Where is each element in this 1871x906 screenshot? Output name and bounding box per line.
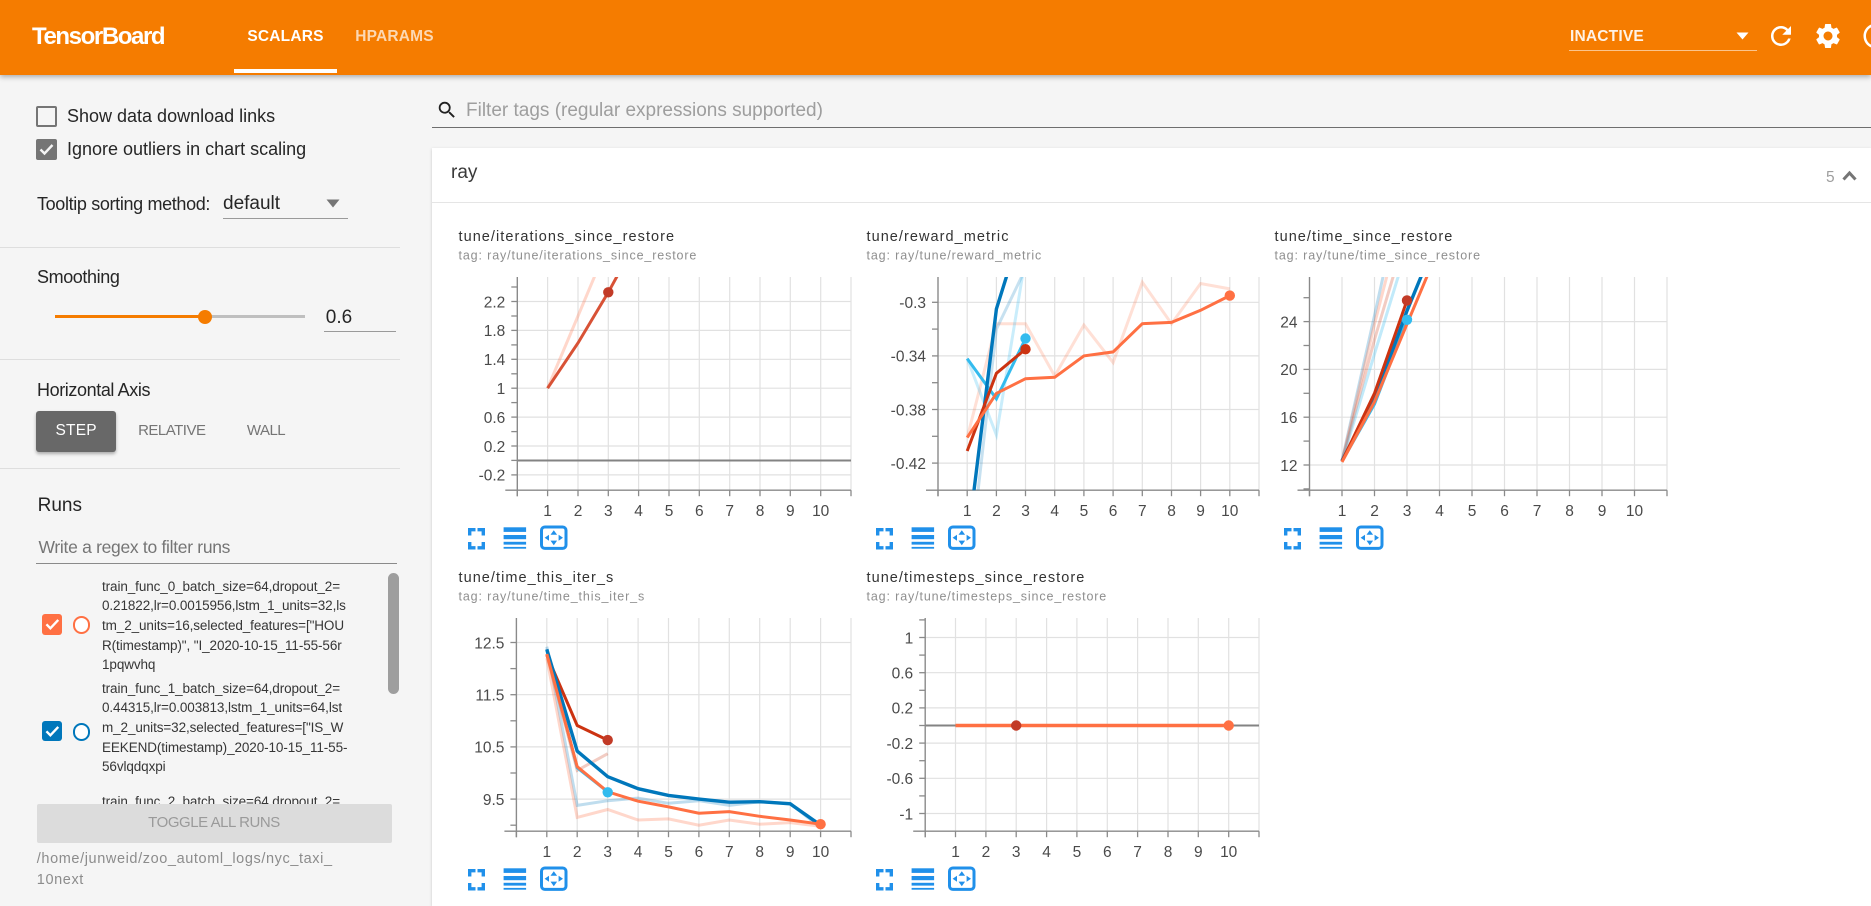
svg-text:24: 24 [1280, 314, 1298, 331]
svg-text:1: 1 [905, 630, 914, 647]
svg-text:9: 9 [786, 503, 795, 520]
svg-text:tag: ray/tune/time_since_resto: tag: ray/tune/time_since_restore [1275, 249, 1481, 263]
svg-text:20: 20 [1280, 362, 1298, 379]
svg-text:1: 1 [951, 844, 960, 861]
svg-text:-0.34: -0.34 [891, 349, 927, 366]
svg-text:3: 3 [603, 844, 612, 861]
svg-text:1.8: 1.8 [484, 323, 506, 340]
svg-text:tune/timesteps_since_restore: tune/timesteps_since_restore [867, 569, 1086, 585]
svg-text:tune/iterations_since_restore: tune/iterations_since_restore [459, 229, 676, 245]
svg-text:2: 2 [992, 503, 1001, 520]
svg-text:2: 2 [574, 503, 583, 520]
svg-text:-0.2: -0.2 [479, 468, 506, 485]
svg-text:12: 12 [1280, 458, 1297, 475]
svg-text:tag: ray/tune/timesteps_since_: tag: ray/tune/timesteps_since_restore [867, 589, 1108, 603]
svg-text:7: 7 [1133, 844, 1142, 861]
svg-text:1: 1 [497, 381, 506, 398]
svg-text:4: 4 [1050, 503, 1059, 520]
svg-text:6: 6 [695, 844, 704, 861]
svg-text:10: 10 [1221, 503, 1239, 520]
svg-text:3: 3 [1403, 503, 1412, 520]
svg-text:1: 1 [543, 503, 552, 520]
svg-text:5: 5 [665, 503, 674, 520]
svg-text:1: 1 [542, 844, 551, 861]
svg-text:8: 8 [1167, 503, 1176, 520]
svg-text:tune/time_since_restore: tune/time_since_restore [1275, 229, 1454, 245]
svg-text:6: 6 [1500, 503, 1509, 520]
svg-text:7: 7 [725, 844, 734, 861]
svg-text:1: 1 [1338, 503, 1347, 520]
svg-text:4: 4 [1435, 503, 1444, 520]
svg-text:4: 4 [634, 503, 643, 520]
svg-text:tag: ray/tune/reward_metric: tag: ray/tune/reward_metric [867, 249, 1043, 263]
svg-text:10: 10 [812, 844, 830, 861]
svg-text:-0.3: -0.3 [899, 295, 926, 312]
svg-text:1: 1 [963, 503, 972, 520]
svg-text:5: 5 [1073, 844, 1082, 861]
svg-text:-1: -1 [899, 806, 913, 823]
svg-text:6: 6 [1109, 503, 1118, 520]
svg-text:2.2: 2.2 [484, 294, 506, 311]
svg-text:1.4: 1.4 [484, 352, 506, 369]
svg-text:8: 8 [1565, 503, 1574, 520]
svg-text:9: 9 [1196, 503, 1205, 520]
svg-text:7: 7 [725, 503, 734, 520]
svg-text:5: 5 [664, 844, 673, 861]
svg-text:7: 7 [1533, 503, 1542, 520]
svg-text:5: 5 [1468, 503, 1477, 520]
svg-text:0.6: 0.6 [892, 665, 914, 682]
svg-text:3: 3 [1012, 844, 1021, 861]
svg-text:5: 5 [1080, 503, 1089, 520]
svg-text:4: 4 [1042, 844, 1051, 861]
svg-text:2: 2 [1370, 503, 1379, 520]
svg-text:9: 9 [1598, 503, 1607, 520]
svg-text:16: 16 [1280, 410, 1297, 427]
svg-text:-0.38: -0.38 [891, 402, 926, 419]
svg-text:12.5: 12.5 [474, 635, 504, 652]
svg-text:9: 9 [786, 844, 795, 861]
svg-text:0.2: 0.2 [484, 439, 506, 456]
svg-text:0.6: 0.6 [484, 410, 506, 427]
svg-text:10: 10 [812, 503, 830, 520]
svg-text:3: 3 [1021, 503, 1030, 520]
svg-text:9: 9 [1194, 844, 1203, 861]
svg-text:7: 7 [1138, 503, 1147, 520]
svg-text:6: 6 [1103, 844, 1112, 861]
svg-text:tag: ray/tune/iterations_since: tag: ray/tune/iterations_since_restore [459, 249, 698, 263]
svg-text:10: 10 [1626, 503, 1644, 520]
svg-text:0.2: 0.2 [892, 700, 914, 717]
svg-text:9.5: 9.5 [483, 791, 505, 808]
svg-text:2: 2 [982, 844, 991, 861]
svg-text:10: 10 [1220, 844, 1238, 861]
svg-text:-0.42: -0.42 [891, 456, 926, 473]
svg-text:-0.6: -0.6 [886, 771, 913, 788]
svg-text:3: 3 [604, 503, 613, 520]
svg-text:4: 4 [634, 844, 643, 861]
svg-text:2: 2 [573, 844, 582, 861]
svg-text:tag: ray/tune/time_this_iter_s: tag: ray/tune/time_this_iter_s [459, 589, 646, 603]
svg-text:8: 8 [756, 503, 765, 520]
svg-text:8: 8 [755, 844, 764, 861]
svg-text:tune/reward_metric: tune/reward_metric [867, 229, 1010, 245]
svg-text:-0.2: -0.2 [886, 735, 913, 752]
svg-text:11.5: 11.5 [475, 687, 504, 704]
svg-text:6: 6 [695, 503, 704, 520]
svg-text:10.5: 10.5 [474, 739, 504, 756]
svg-text:8: 8 [1164, 844, 1173, 861]
svg-text:tune/time_this_iter_s: tune/time_this_iter_s [459, 569, 615, 585]
